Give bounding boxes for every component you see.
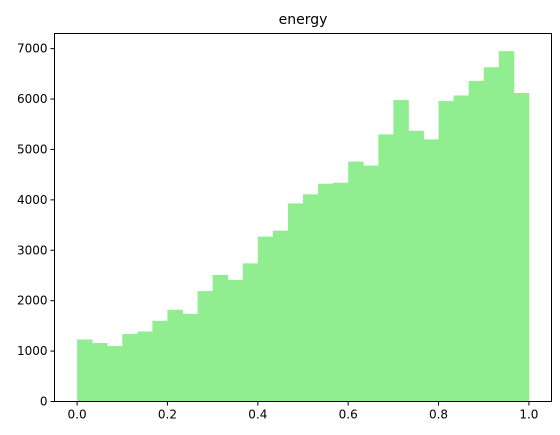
y-tick-label: 4000	[17, 193, 48, 207]
histogram-bar	[152, 320, 168, 402]
histogram-bar	[483, 67, 500, 402]
x-tick-label: 0.8	[429, 408, 448, 422]
histogram-bar	[137, 331, 153, 402]
y-tick-label: 5000	[17, 142, 48, 156]
histogram-bar	[438, 101, 454, 402]
y-tick-label: 3000	[17, 243, 48, 257]
x-tick-label: 0.0	[68, 408, 87, 422]
histogram-bar	[107, 346, 123, 402]
y-tick-label: 2000	[17, 294, 48, 308]
plot-frame	[54, 33, 552, 402]
x-tick-label: 0.2	[158, 408, 177, 422]
x-tick-label: 0.6	[339, 408, 358, 422]
histogram-bar	[242, 263, 259, 402]
histogram-bar	[257, 236, 274, 402]
histogram-bar	[363, 165, 379, 402]
histogram-bar	[303, 194, 319, 402]
histogram-bar	[498, 51, 515, 402]
histogram-bar	[212, 274, 229, 402]
histogram-bar	[167, 309, 183, 402]
histogram-bar	[318, 183, 334, 402]
y-tick-label: 6000	[17, 92, 48, 106]
bars-group	[77, 51, 530, 402]
x-axis-ticks: 0.0 0.2 0.4 0.6 0.8 1.0	[68, 401, 538, 422]
histogram-bar	[513, 92, 530, 402]
histogram-bar	[197, 291, 214, 402]
histogram-bar	[468, 80, 485, 402]
chart-title: energy	[279, 12, 328, 28]
histogram-bar	[182, 313, 198, 402]
histogram-bar	[227, 280, 244, 402]
y-tick-label: 7000	[17, 42, 48, 56]
y-axis-ticks: 0 1000 2000 3000 4000 5000 6000 7000	[17, 42, 55, 409]
y-tick-label: 0	[40, 395, 48, 409]
x-tick-label: 1.0	[519, 408, 538, 422]
histogram-bar	[92, 343, 108, 402]
histogram-bar	[378, 134, 394, 402]
histogram-bar	[408, 130, 424, 402]
histogram-bar	[393, 100, 409, 402]
histogram-bar	[122, 333, 138, 402]
x-tick-label: 0.4	[248, 408, 267, 422]
histogram-bar	[287, 203, 304, 402]
histogram-bar	[453, 95, 470, 402]
y-tick-label: 1000	[17, 344, 48, 358]
histogram-bar	[77, 339, 93, 402]
histogram-bar	[272, 230, 289, 402]
histogram-bar	[333, 182, 349, 402]
histogram-bar	[348, 161, 364, 402]
histogram-bar	[423, 139, 439, 402]
